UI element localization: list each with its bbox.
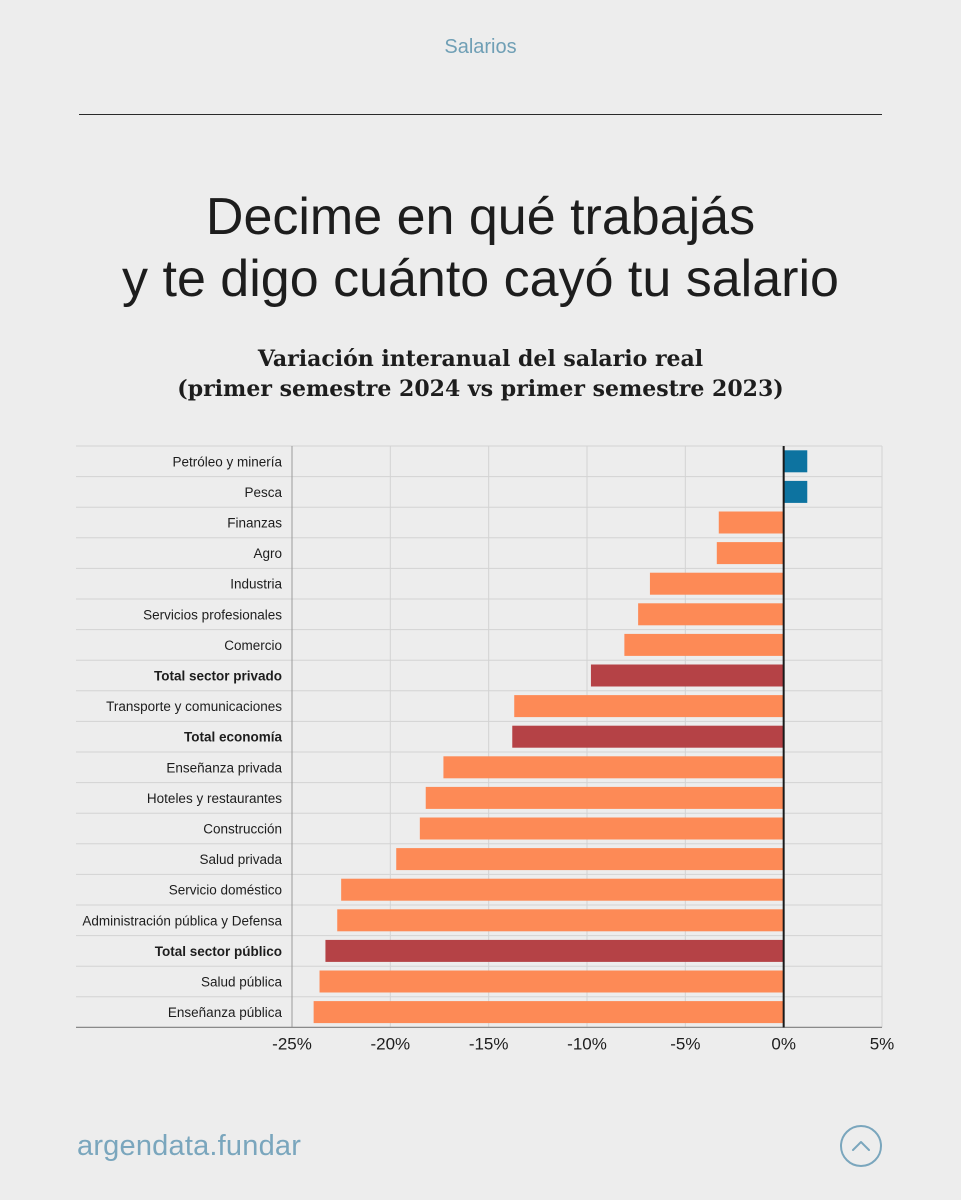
bar — [313, 1001, 784, 1024]
scroll-top-button[interactable] — [840, 1125, 882, 1167]
chart-title: Variación interanual del salario real (p… — [0, 344, 961, 404]
page-title-line-1: Decime en qué trabajás — [205, 188, 756, 246]
bar — [396, 848, 784, 871]
category-label: Transporte y comunicaciones — [106, 699, 282, 714]
category-label: Industria — [230, 577, 282, 592]
x-tick-label: -15% — [469, 1034, 509, 1053]
category-label: Servicios profesionales — [143, 607, 282, 622]
bar-chart: Petróleo y minería Pesca Finanzas Agro Indus… — [76, 445, 895, 1053]
bar — [783, 450, 808, 473]
bar — [319, 970, 784, 993]
category-label: Total sector privado — [154, 669, 282, 684]
bar — [718, 511, 784, 534]
bar — [337, 909, 784, 932]
bar — [425, 786, 784, 809]
bar — [514, 695, 784, 718]
category-label: Comercio — [224, 638, 282, 653]
x-tick-label: -20% — [370, 1034, 410, 1053]
category-label: Pesca — [244, 485, 282, 500]
x-tick-label: -25% — [272, 1034, 312, 1053]
category-label: Agro — [253, 546, 282, 561]
category-label: Administración pública y Defensa — [82, 913, 282, 928]
bar — [624, 633, 784, 656]
category-label: Total sector público — [155, 944, 282, 959]
category-label: Finanzas — [227, 516, 282, 531]
x-tick-label: -5% — [670, 1034, 700, 1053]
x-tick-label: -10% — [567, 1034, 607, 1053]
header-divider — [79, 114, 882, 115]
chevron-up-icon — [852, 1141, 870, 1151]
bar — [443, 756, 784, 779]
bar — [638, 603, 784, 626]
category-label: Servicio doméstico — [169, 883, 282, 898]
chart-title-line: Variación interanual del salario real — [257, 346, 704, 372]
category-label: Salud privada — [199, 852, 282, 867]
x-tick-label: 0% — [771, 1034, 796, 1053]
page-title: Decime en qué trabajás y te digo cuánto … — [0, 186, 961, 310]
bar — [341, 878, 784, 901]
bar — [649, 572, 784, 595]
bar — [325, 939, 784, 962]
bar — [512, 725, 784, 748]
bar — [783, 480, 808, 503]
page-title-line-2: y te digo cuánto cayó tu salario — [122, 250, 839, 308]
category-label: Hoteles y restaurantes — [147, 791, 282, 806]
x-tick-label: 5% — [870, 1034, 895, 1053]
category-label: Total economía — [184, 730, 283, 745]
chart-subtitle-line: (primer semestre 2024 vs primer semestre… — [177, 376, 784, 402]
category-label: Enseñanza privada — [166, 760, 282, 775]
section-label: Salarios — [444, 36, 517, 58]
brand-logo-text[interactable]: argendata.fundar — [77, 1130, 302, 1162]
bar — [590, 664, 784, 687]
bar — [716, 542, 784, 565]
category-label: Salud pública — [201, 975, 283, 990]
bar — [419, 817, 784, 840]
category-label: Petróleo y minería — [172, 454, 282, 469]
category-label: Construcción — [203, 822, 282, 837]
category-label: Enseñanza pública — [168, 1005, 283, 1020]
